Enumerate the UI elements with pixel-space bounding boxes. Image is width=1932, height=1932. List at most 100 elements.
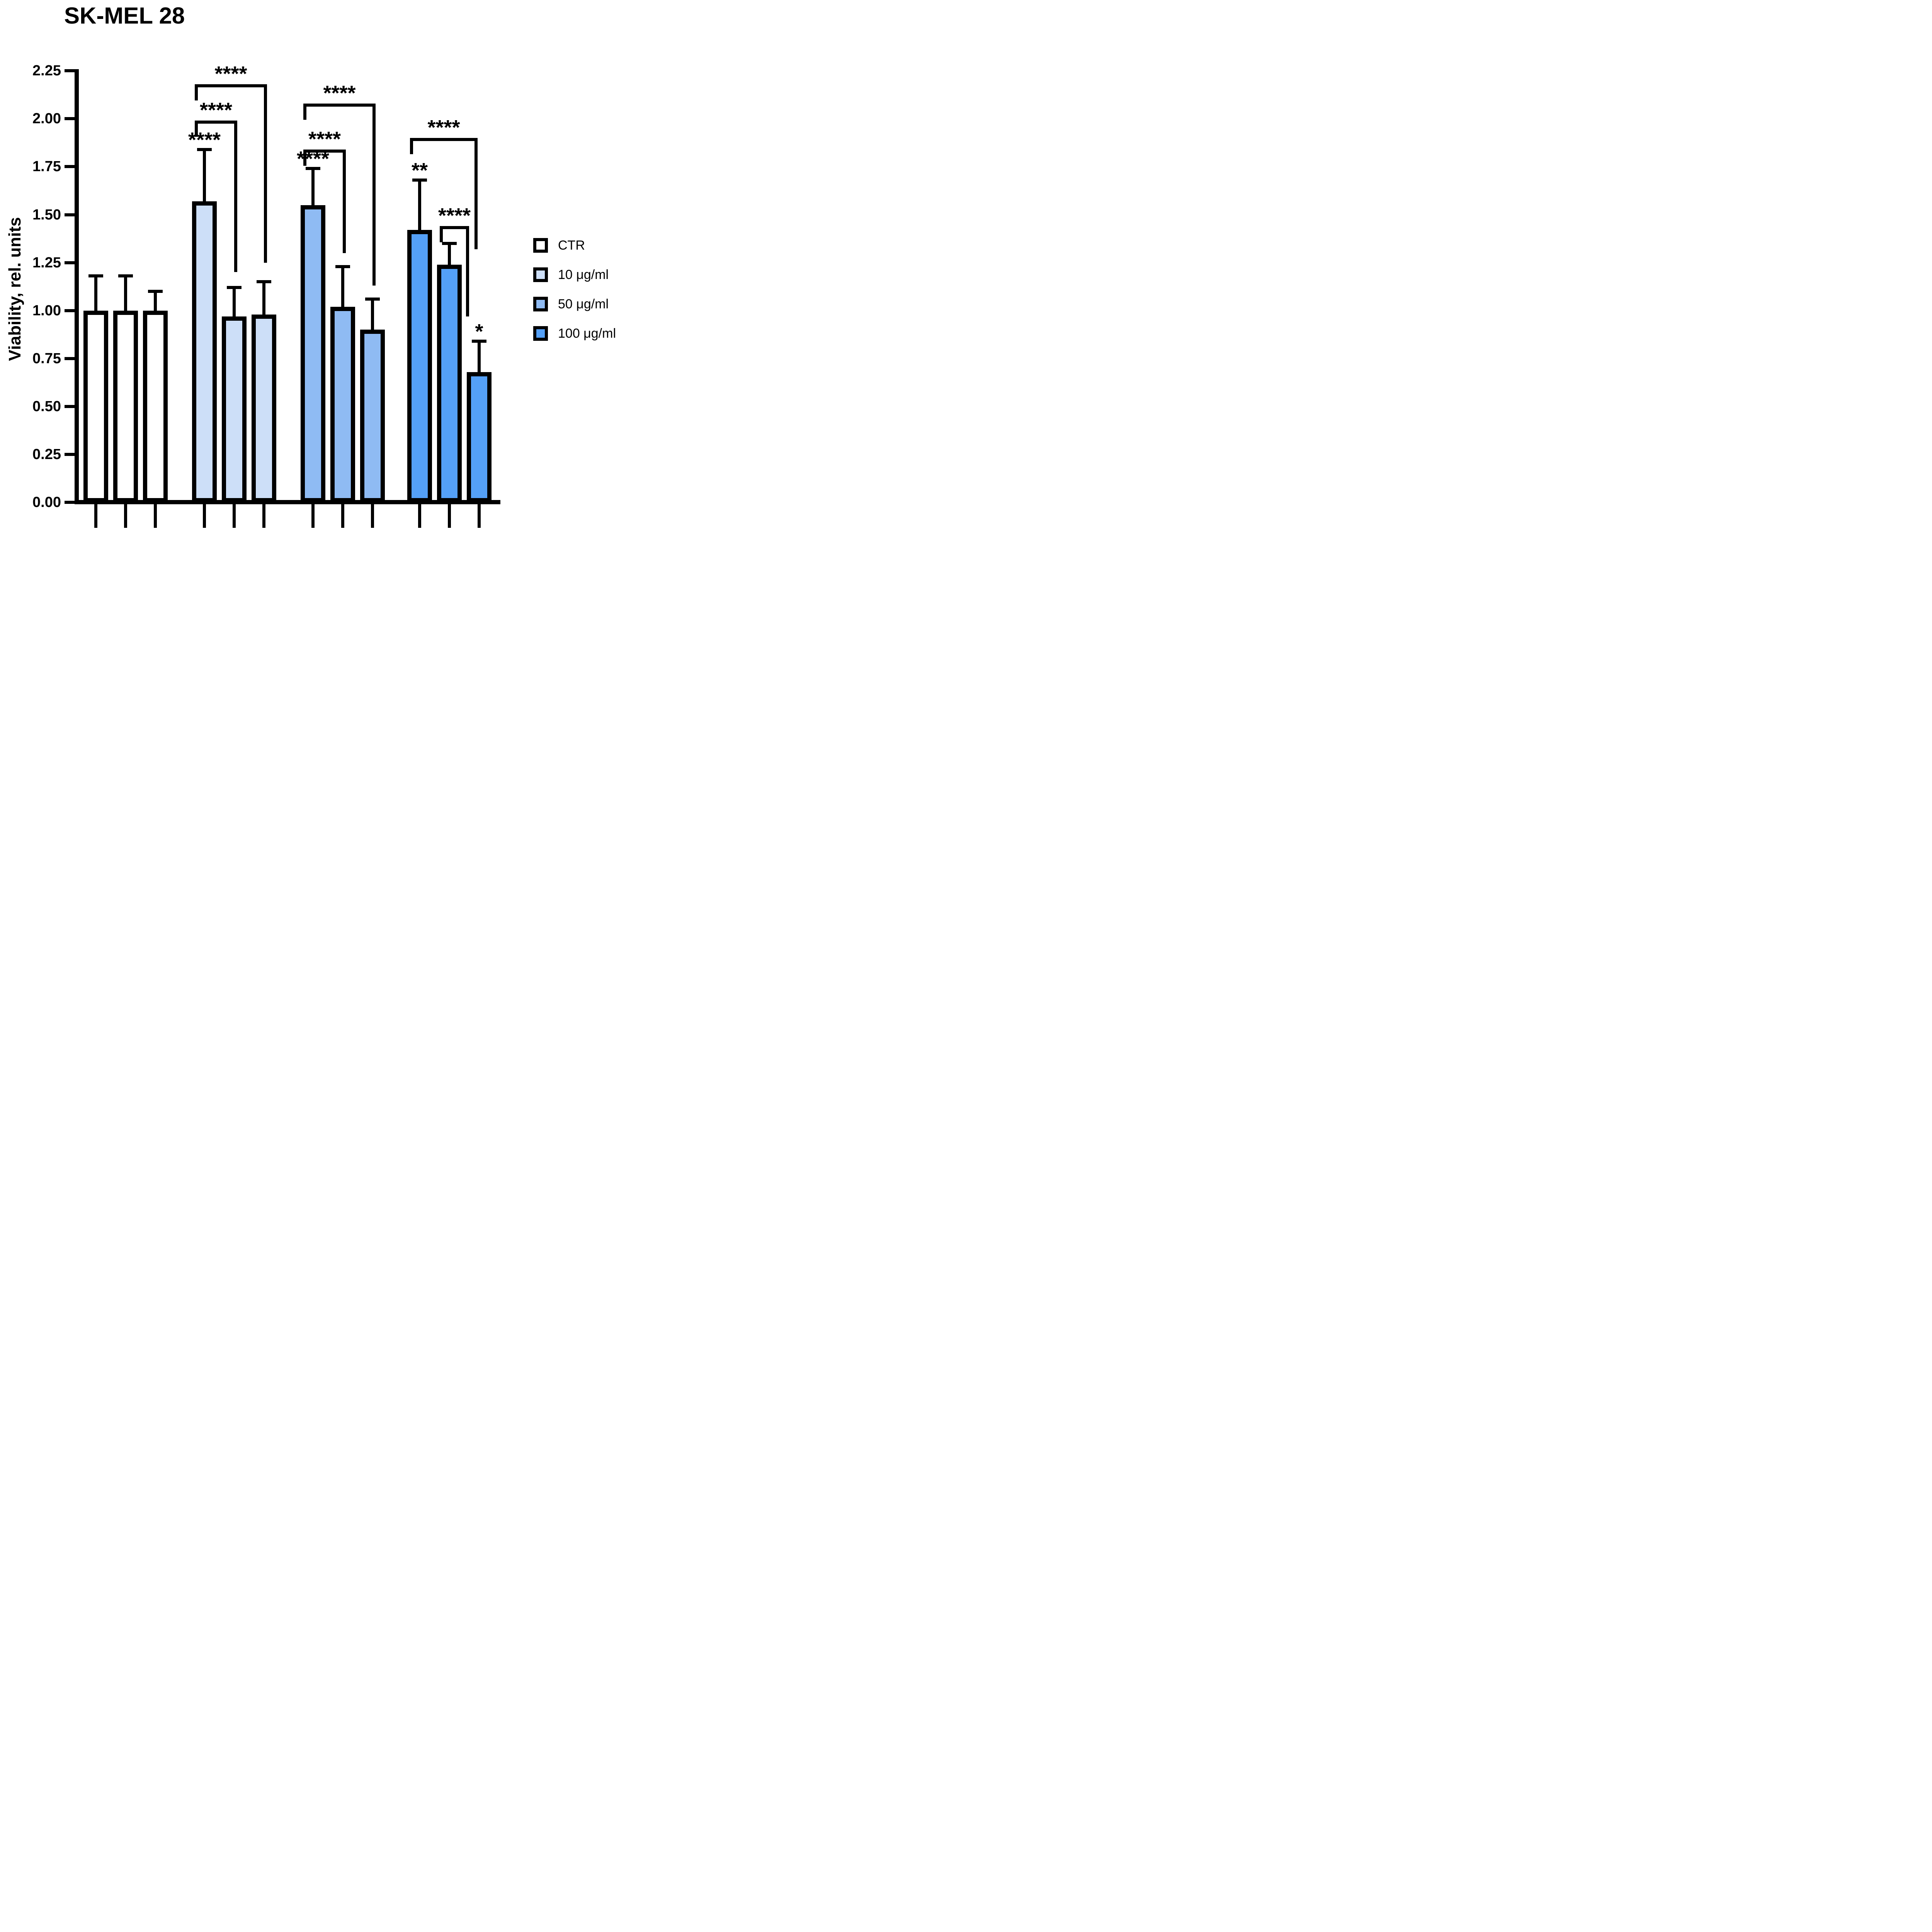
bar-CTR-HA 1.3 (113, 311, 138, 502)
bracket-left-stub (303, 104, 306, 120)
y-tick-label: 0.00 (32, 494, 61, 510)
bracket-stars: **** (438, 204, 471, 227)
error-bar-cap (412, 179, 427, 182)
x-tick (262, 503, 265, 528)
x-tick (418, 503, 421, 528)
error-bar-stem (311, 167, 315, 209)
error-bar-cap (257, 280, 271, 283)
error-bar-stem (478, 340, 481, 376)
y-tick (65, 117, 75, 120)
error-bar-cap (88, 274, 103, 277)
y-tick (65, 453, 75, 456)
bracket-stars: **** (199, 99, 233, 122)
x-tick (478, 503, 481, 528)
y-tick-label: 0.50 (32, 398, 61, 415)
y-tick-label: 2.25 (32, 63, 61, 79)
y-tick-label: 0.25 (32, 446, 61, 463)
error-bar-cap (227, 286, 242, 289)
x-tick (371, 503, 374, 528)
y-tick-label: 1.50 (32, 207, 61, 223)
bar-CTR-USN (143, 311, 168, 502)
error-bar-stem (124, 274, 127, 315)
legend-item-CTR: CTR (533, 238, 616, 253)
error-bar-stem (371, 298, 374, 334)
legend-label: 100 μg/ml (558, 326, 616, 341)
bracket-horizontal (410, 138, 478, 141)
error-bar-cap (197, 148, 212, 151)
bracket-horizontal (303, 150, 346, 153)
significance-stars: * (475, 320, 483, 343)
error-bar-cap (148, 290, 163, 293)
error-bar-stem (341, 265, 344, 311)
x-axis-line (75, 500, 500, 504)
y-tick-label: 0.75 (32, 350, 61, 367)
bracket-stars: **** (323, 82, 356, 105)
y-axis-line (75, 69, 79, 504)
bar-10 μg/ml-HA 1.3 (222, 316, 247, 502)
x-tick (154, 503, 157, 528)
legend-swatch-icon (533, 238, 548, 253)
bar-100 μg/ml-HA 1.3 (437, 265, 462, 502)
bracket-right-vertical (343, 150, 346, 253)
legend-swatch-icon (533, 267, 548, 282)
legend-item-50 μg/ml: 50 μg/ml (533, 297, 616, 311)
bracket-stars: **** (308, 128, 341, 151)
bracket-left-stub (195, 121, 198, 137)
chart-title: SK-MEL 28 (64, 3, 185, 29)
bracket-right-vertical (466, 226, 469, 316)
y-tick-label: 1.75 (32, 158, 61, 175)
error-bar-cap (118, 274, 133, 277)
legend: CTR 10 μg/ml 50 μg/ml 100 μg/ml (533, 238, 616, 355)
bracket-left-stub (303, 150, 306, 166)
y-tick-label: 2.00 (32, 111, 61, 127)
bracket-horizontal (440, 226, 469, 229)
bar-10 μg/ml-USN (252, 315, 276, 502)
bracket-left-stub (440, 226, 443, 242)
bracket-right-vertical (474, 138, 478, 249)
y-tick (65, 501, 75, 504)
legend-item-100 μg/ml: 100 μg/ml (533, 326, 616, 341)
bar-100 μg/ml-HA 2.5 (407, 230, 432, 502)
x-tick (448, 503, 451, 528)
x-tick (341, 503, 344, 528)
error-bar-stem (154, 290, 157, 315)
y-tick (65, 213, 75, 216)
y-tick-label: 1.25 (32, 255, 61, 271)
x-tick (203, 503, 206, 528)
bracket-left-stub (195, 84, 198, 100)
bar-CTR-HA 2.5 (83, 311, 108, 502)
significance-stars: **** (188, 128, 221, 151)
bracket-right-vertical (234, 121, 237, 272)
error-bar-cap (365, 298, 380, 301)
y-tick (65, 69, 75, 72)
y-tick (65, 261, 75, 264)
y-axis-title: Viability, rel. units (5, 217, 24, 361)
bar-100 μg/ml-USN (467, 372, 492, 502)
error-bar-cap (306, 167, 320, 170)
bracket-horizontal (195, 121, 237, 124)
bracket-horizontal (303, 104, 376, 107)
chart-root: SK-MEL 28 Viability, rel. units 0.00 0.25… (0, 0, 662, 566)
y-tick-label: 1.00 (32, 303, 61, 319)
bar-50 μg/ml-USN (360, 330, 385, 502)
bracket-left-stub (410, 138, 413, 154)
error-bar-stem (233, 286, 236, 321)
bracket-horizontal (195, 84, 267, 87)
legend-label: CTR (558, 238, 585, 253)
bar-50 μg/ml-HA 1.3 (330, 307, 355, 502)
error-bar-cap (442, 242, 457, 245)
significance-stars: ** (411, 159, 428, 182)
y-tick (65, 357, 75, 360)
error-bar-stem (262, 280, 265, 319)
legend-swatch-icon (533, 297, 548, 311)
error-bar-cap (335, 265, 350, 268)
x-tick (124, 503, 127, 528)
error-bar-stem (418, 179, 421, 234)
legend-label: 50 μg/ml (558, 297, 609, 311)
y-tick (65, 405, 75, 408)
x-tick (311, 503, 315, 528)
bracket-stars: **** (214, 62, 247, 85)
x-tick (233, 503, 236, 528)
bar-50 μg/ml-HA 2.5 (301, 205, 325, 502)
legend-item-10 μg/ml: 10 μg/ml (533, 267, 616, 282)
